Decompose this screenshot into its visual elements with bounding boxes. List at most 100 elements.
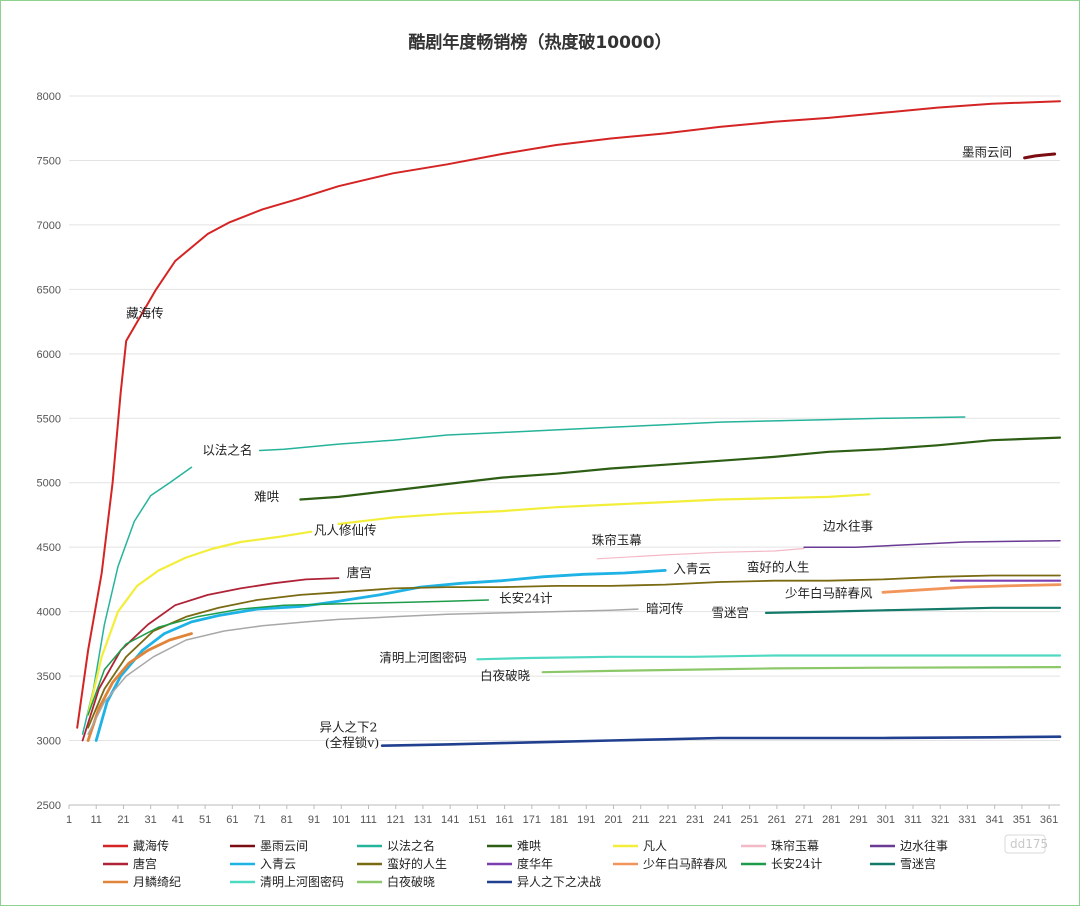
legend-entry: 藏海传 <box>133 838 169 853</box>
legend-entry: 月鳞绮纪 <box>133 875 181 889</box>
annotation-label: 入青云 <box>673 561 711 576</box>
series-line-珠帘玉幕 <box>596 547 805 560</box>
x-tick-label: 241 <box>713 814 731 826</box>
annotation-label: 雪迷宫 <box>712 605 750 620</box>
watermark-text: dd175 <box>1010 837 1048 851</box>
x-tick-label: 21 <box>117 814 129 826</box>
legend-entry: 边水往事 <box>900 838 948 853</box>
series-line-雪迷宫 <box>764 606 1062 614</box>
x-tick-label: 201 <box>604 814 622 826</box>
x-tick-label: 131 <box>414 814 432 826</box>
x-tick-label: 151 <box>468 814 486 826</box>
annotation-label: 长安24计 <box>499 591 552 606</box>
x-tick-label: 101 <box>332 814 350 826</box>
x-tick-label: 41 <box>172 814 184 826</box>
x-tick-label: 11 <box>91 814 102 826</box>
series-line-异人之下之决战 <box>380 735 1062 747</box>
x-tick-label: 1 <box>66 814 72 826</box>
x-tick-label: 161 <box>495 814 513 826</box>
annotation-label: 墨雨云间 <box>962 145 1012 160</box>
series-line-清明上河图密码 <box>476 654 1062 661</box>
x-tick-label: 281 <box>822 814 840 826</box>
legend-entry: 雪迷宫 <box>900 856 936 871</box>
series-lines <box>76 100 1062 747</box>
x-tick-label: 311 <box>904 814 922 826</box>
x-tick-label: 221 <box>659 814 677 826</box>
annotation-label: 凡人修仙传 <box>314 522 377 537</box>
x-tick-label: 211 <box>632 814 650 826</box>
x-axis-ticks: 1 11 21 31 41 51 61 71 81 91 101 111 121 131 141 151 161… <box>66 805 1058 826</box>
annotation-label: (全程锁v) <box>325 735 379 750</box>
y-tick-label: 2500 <box>37 800 61 812</box>
x-tick-label: 341 <box>985 814 1003 826</box>
series-line-唐宫 <box>81 577 340 742</box>
x-tick-label: 71 <box>253 814 265 826</box>
annotation-label: 少年白马醉春风 <box>785 585 873 600</box>
series-line-难哄 <box>299 436 1062 501</box>
x-tick-label: 231 <box>686 814 704 826</box>
legend-entry: 度华年 <box>517 856 553 871</box>
annotation-label: 清明上河图密码 <box>379 650 467 665</box>
x-tick-label: 351 <box>1013 814 1031 826</box>
x-tick-label: 301 <box>877 814 895 826</box>
y-tick-label: 7500 <box>37 155 61 167</box>
x-tick-label: 61 <box>226 814 238 826</box>
x-tick-label: 121 <box>387 814 405 826</box>
legend-entry: 入青云 <box>260 857 296 871</box>
series-line-白夜破晓 <box>541 666 1062 674</box>
x-tick-label: 191 <box>577 814 595 826</box>
series-line-月鳞绮纪 <box>86 632 193 742</box>
legend-entry: 清明上河图密码 <box>260 874 344 889</box>
legend-entry: 难哄 <box>517 839 541 853</box>
y-tick-label: 6000 <box>37 349 61 361</box>
x-tick-label: 291 <box>849 814 867 826</box>
x-tick-label: 251 <box>740 814 758 826</box>
x-tick-label: 51 <box>199 814 211 826</box>
annotation-label: 异人之下2 <box>319 720 377 735</box>
legend-entry: 珠帘玉幕 <box>771 838 819 853</box>
x-tick-label: 271 <box>795 814 813 826</box>
series-line-藏海传 <box>76 100 1061 729</box>
y-tick-label: 4000 <box>37 607 61 619</box>
x-tick-label: 261 <box>768 814 786 826</box>
y-tick-label: 3000 <box>37 736 61 748</box>
annotation-label: 边水往事 <box>823 518 873 533</box>
legend-entry: 唐宫 <box>133 856 157 871</box>
annotation-label: 唐宫 <box>347 565 372 580</box>
x-tick-label: 81 <box>281 814 293 826</box>
annotation-label: 藏海传 <box>126 306 164 321</box>
legend-entry: 蛮好的人生 <box>387 856 447 871</box>
series-line-少年白马醉春风 <box>881 583 1062 594</box>
x-tick-label: 31 <box>145 814 157 826</box>
legend-entry: 以法之名 <box>387 838 435 853</box>
x-tick-label: 91 <box>308 814 320 826</box>
legend-entry: 凡人 <box>643 839 667 853</box>
legend-entry: 少年白马醉春风 <box>643 856 727 871</box>
series-line-长安24计 <box>87 599 490 716</box>
annotation-label: 以法之名 <box>202 442 252 457</box>
annotation-label: 白夜破晓 <box>480 668 531 683</box>
series-line-墨雨云间 <box>1023 152 1057 160</box>
y-tick-label: 3500 <box>37 671 61 683</box>
watermark: dd175 <box>1004 834 1048 854</box>
series-line-以法之名 <box>81 466 193 735</box>
y-tick-label: 5500 <box>37 413 61 425</box>
y-tick-label: 5000 <box>37 478 61 490</box>
chart-title: 酷剧年度畅销榜（热度破10000） <box>408 33 672 53</box>
x-tick-label: 361 <box>1040 814 1058 826</box>
legend-entry: 异人之下之决战 <box>517 875 601 889</box>
legend-entry: 墨雨云间 <box>260 839 308 853</box>
x-tick-label: 181 <box>550 814 568 826</box>
x-tick-label: 171 <box>523 814 541 826</box>
annotation-label: 蛮好的人生 <box>747 560 810 575</box>
x-tick-label: 321 <box>931 814 949 826</box>
legend-entry: 白夜破晓 <box>387 874 435 889</box>
series-line-凡人 <box>87 530 313 716</box>
annotation-label: 难哄 <box>254 489 280 504</box>
series-line-以法之名 <box>258 416 966 452</box>
x-tick-label: 331 <box>958 814 976 826</box>
